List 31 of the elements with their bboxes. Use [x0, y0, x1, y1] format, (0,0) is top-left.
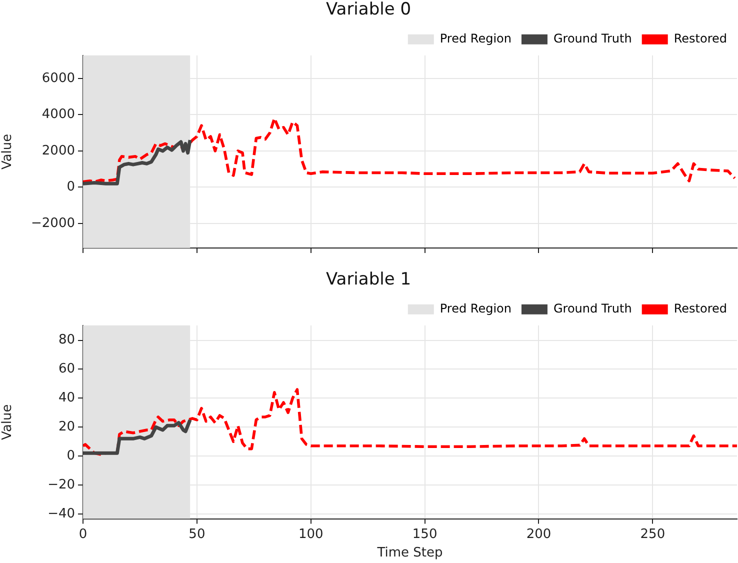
y-tick-label: 20	[58, 419, 75, 434]
y-tick-label: 6000	[42, 70, 75, 86]
legend-label: Restored	[674, 302, 728, 316]
x-tick-label: 150	[412, 526, 438, 542]
y-tick-label: −40	[48, 506, 75, 522]
legend-label: Pred Region	[440, 302, 512, 316]
legend-label: Ground Truth	[553, 32, 632, 46]
legend-label: Pred Region	[440, 32, 512, 46]
legend-label: Ground Truth	[553, 302, 632, 316]
y-tick-label: −2000	[31, 216, 75, 231]
y-tick-label: 0	[66, 180, 75, 195]
line-series	[83, 388, 737, 456]
y-axis-title: Value	[0, 404, 16, 440]
x-tick-label: 0	[78, 526, 88, 542]
chart-title: Variable 0	[326, 0, 412, 20]
chart-title: Variable 1	[326, 270, 412, 290]
x-tick-label: 50	[188, 526, 206, 542]
y-tick-label: −20	[48, 477, 75, 492]
y-tick-label: 80	[58, 332, 75, 348]
x-tick-label: 100	[298, 526, 324, 542]
x-tick-label: 200	[526, 526, 552, 542]
y-tick-label: 2000	[42, 143, 75, 158]
y-tick-label: 60	[58, 362, 75, 377]
y-tick-label: 4000	[42, 107, 75, 122]
x-tick-label: 250	[640, 526, 666, 542]
y-axis-title: Value	[0, 134, 16, 170]
legend-label: Restored	[674, 32, 728, 46]
line-series	[83, 116, 736, 184]
y-tick-label: 0	[66, 448, 75, 464]
x-axis-title: Time Step	[376, 546, 443, 561]
y-tick-label: 40	[58, 390, 75, 406]
